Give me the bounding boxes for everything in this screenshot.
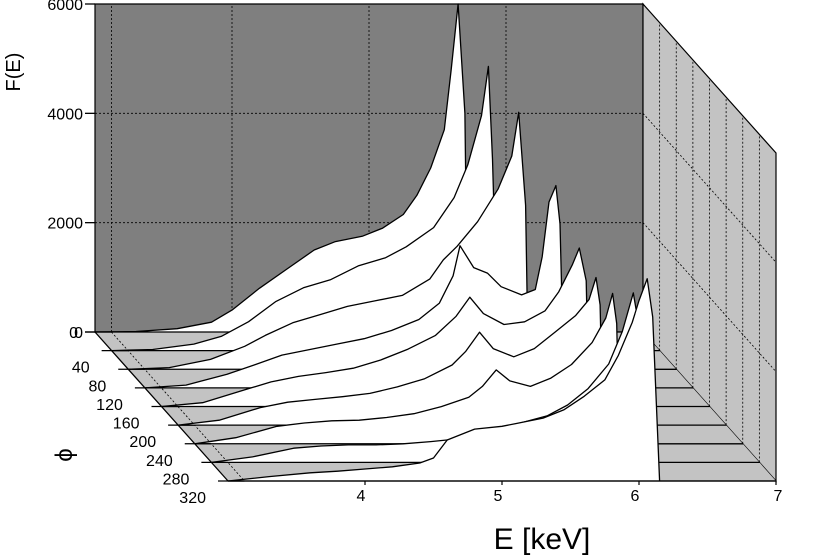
- floor-grid-3.12: [111, 331, 245, 482]
- x-tick-label-1: 5: [494, 488, 503, 505]
- series-2-curve: [127, 111, 677, 370]
- z-tick-label-1: 40: [72, 360, 90, 377]
- z-axis-title: ϕ: [51, 448, 78, 461]
- x-axis-title: E [keV]: [494, 523, 591, 555]
- x-tick-label-3: 7: [774, 488, 783, 505]
- z-tick-label-6: 240: [146, 453, 173, 470]
- series-layer: [85, 3, 777, 482]
- y-tick-label-2: 2000: [47, 216, 83, 233]
- z-tick-label-4: 160: [113, 416, 140, 433]
- series-1-curve: [110, 65, 661, 352]
- x-tick-label-2: 6: [631, 488, 640, 505]
- x-tick-label-0: 4: [357, 488, 366, 505]
- y-tick-label-1: 4000: [47, 106, 83, 123]
- y-axis-title: F(E): [3, 53, 25, 92]
- depth-axis-line: [94, 331, 229, 482]
- sidewall-grid-h-4000: [642, 113, 777, 263]
- y-tick-label-3: 0: [74, 325, 83, 342]
- sidewall-grid-h-2000: [642, 222, 777, 372]
- z-tick-label-7: 280: [163, 471, 190, 488]
- z-tick-label-2: 80: [88, 378, 106, 395]
- z-tick-label-3: 120: [96, 397, 123, 414]
- z-tick-label-5: 200: [129, 434, 156, 451]
- z-tick-label-8: 320: [179, 490, 206, 507]
- z-tick-label-0: 0: [69, 325, 78, 342]
- y-tick-label-0: 6000: [47, 0, 83, 14]
- series-8-curve: [227, 278, 777, 482]
